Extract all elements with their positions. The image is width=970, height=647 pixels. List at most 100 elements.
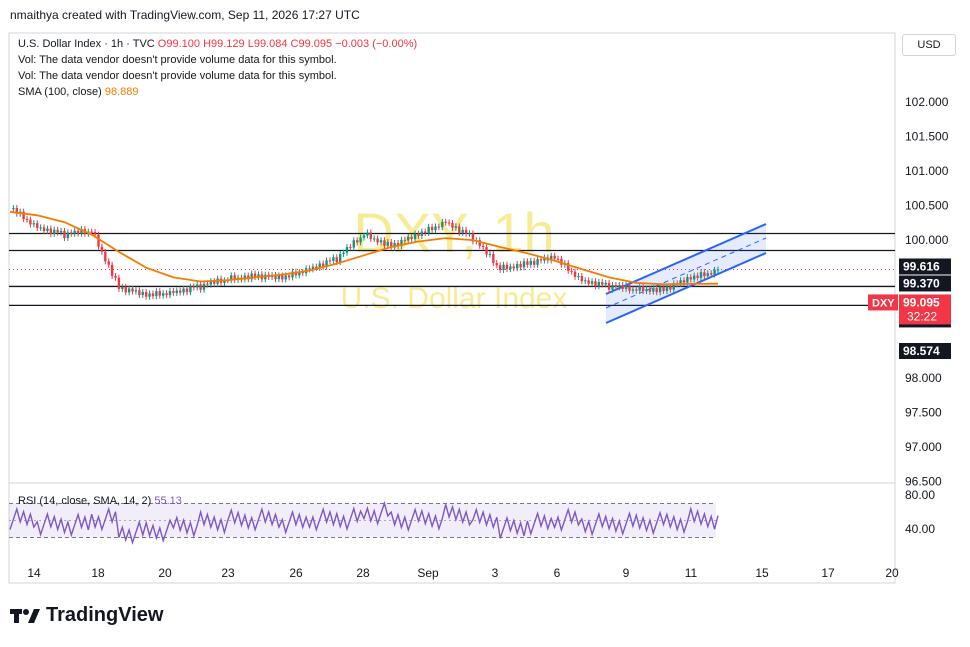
time-tick-label: 20 (885, 566, 899, 580)
legend-low: L99.084 (247, 38, 288, 50)
candle-body (42, 227, 46, 231)
chart-canvas[interactable]: DXY, 1h U.S. Dollar Index 80.00 40.00 14 1… (8, 32, 935, 584)
tradingview-logo: TradingView (10, 604, 163, 627)
legend-high: H99.129 (203, 38, 245, 50)
candle-body (407, 236, 410, 241)
candle-body (505, 264, 509, 270)
candle-body (104, 251, 107, 262)
candle-body (512, 266, 515, 269)
candle-body (570, 270, 573, 272)
legend-close: C99.095 (290, 38, 333, 50)
candle-body (488, 254, 492, 256)
candle-body (686, 277, 689, 283)
candle-body (127, 288, 131, 293)
candle-body (526, 261, 529, 265)
candle-body (390, 241, 393, 248)
candle-body (607, 282, 611, 290)
candle-body (495, 263, 498, 266)
candle-body (584, 280, 587, 282)
candle-body (529, 260, 532, 265)
candle-body (148, 293, 151, 297)
candle-body (590, 281, 594, 284)
candle-body (498, 265, 502, 270)
currency-selector[interactable]: USD (902, 34, 956, 56)
candle-body (373, 238, 376, 240)
time-tick-label: 9 (623, 566, 630, 580)
price-axis[interactable]: 102.000 101.500 101.000 100.500 100.000 98.00… (868, 33, 970, 583)
candle-body (298, 272, 301, 276)
candle-body (107, 261, 110, 265)
candle-body (699, 272, 703, 278)
chart-legend: U.S. Dollar Index · 1h · TVC O99.100 H99… (18, 36, 417, 100)
candle-body (335, 257, 338, 263)
candle-body (515, 263, 519, 269)
candle-body (124, 286, 127, 293)
candle-body (144, 291, 148, 297)
candle-body (253, 273, 257, 278)
candle-body (277, 275, 281, 280)
time-tick-label: 18 (91, 566, 105, 580)
candle-body (281, 275, 284, 280)
candle-body (614, 285, 618, 288)
candle-body (206, 283, 209, 285)
chart-credit: nmaithya created with TradingView.com, S… (10, 8, 360, 22)
candle-body (417, 233, 420, 236)
candle-body (257, 274, 260, 278)
candle-body (658, 286, 662, 293)
time-tick-label: 6 (554, 566, 561, 580)
candle-body (352, 240, 355, 248)
candle-body (464, 229, 468, 234)
candle-body (349, 247, 352, 249)
candle-body (342, 252, 345, 255)
candle-body (39, 227, 42, 229)
candle-body (321, 263, 325, 267)
candle-body (325, 260, 328, 267)
candle-body (716, 269, 720, 271)
candle-body (178, 290, 182, 293)
candle-body (318, 263, 321, 269)
time-tick-label: Sep (417, 566, 439, 580)
candle-body (192, 286, 196, 288)
time-tick-label: 26 (289, 566, 303, 580)
legend-vol-2: Vol: The data vendor doesn't provide vol… (18, 70, 337, 82)
candle-body (539, 259, 543, 261)
rsi-tick-label: 80.00 (905, 488, 935, 502)
candle-body (151, 293, 155, 297)
candle-body (49, 228, 53, 234)
candle-body (665, 286, 669, 292)
candle-body (430, 226, 434, 231)
candle-body (199, 284, 202, 290)
time-tick-label: 3 (492, 566, 499, 580)
candle-body (672, 283, 675, 290)
candle-body (213, 281, 216, 284)
candle-body (597, 282, 601, 287)
candle-body (366, 232, 369, 236)
price-tick-label: 98.000 (905, 371, 942, 385)
candle-body (185, 288, 189, 293)
candle-body (100, 246, 104, 252)
time-tick-label: 23 (221, 566, 235, 580)
candle-body (573, 271, 577, 277)
candle-body (66, 232, 70, 239)
ticker-badge-label: DXY (872, 297, 895, 309)
sma-line (9, 210, 719, 286)
current-price-box (899, 294, 951, 325)
candle-body (679, 280, 682, 284)
time-tick-label: 17 (821, 566, 835, 580)
parallel-channel[interactable] (605, 223, 767, 324)
candle-body (478, 240, 481, 246)
candle-body (396, 242, 400, 247)
candle-body (461, 229, 464, 233)
candle-body (274, 275, 277, 280)
candle-body (175, 290, 178, 293)
candle-body (168, 291, 172, 296)
candle-body (25, 219, 29, 221)
candle-body (638, 286, 641, 291)
candle-body (420, 231, 424, 236)
candle-body (703, 272, 706, 277)
candle-body (284, 275, 287, 280)
candle-body (424, 231, 427, 234)
rsi-legend: RSI (14, close, SMA, 14, 2) 55.13 (18, 495, 182, 507)
candle-body (301, 272, 304, 274)
candle-body (621, 285, 624, 289)
